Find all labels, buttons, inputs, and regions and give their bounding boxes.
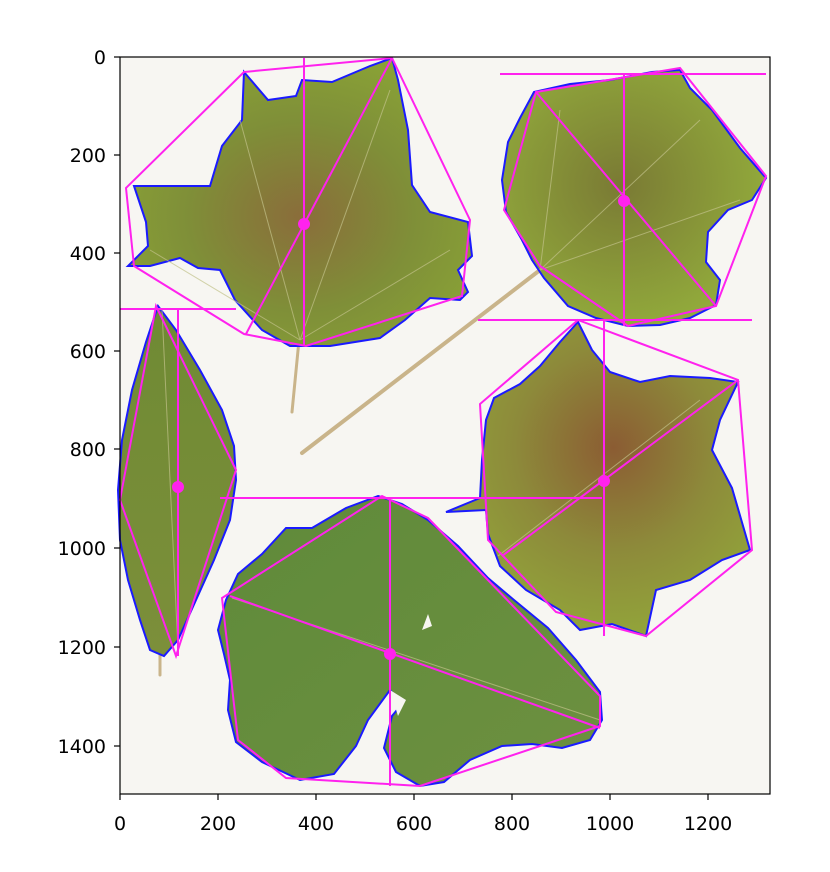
leaf-2-centroid xyxy=(618,195,630,207)
leaf-1-axis-diag xyxy=(245,57,393,335)
x-tick-label: 400 xyxy=(298,813,334,835)
y-tick-label: 800 xyxy=(70,439,106,461)
plot-frame xyxy=(119,56,771,795)
leaf-2-hull xyxy=(502,66,768,328)
x-tick-label: 200 xyxy=(200,813,236,835)
x-tick-label: 1000 xyxy=(586,813,634,835)
x-axis xyxy=(119,794,709,800)
leaf-1-hull xyxy=(124,56,472,348)
x-tick-label: 600 xyxy=(396,813,432,835)
leaf-3-hull xyxy=(478,318,754,638)
leaf-5-centroid xyxy=(384,648,396,660)
x-tick-label: 0 xyxy=(114,813,126,835)
leaf-5-holes xyxy=(390,614,432,716)
leaf-5-axis-diag xyxy=(229,595,601,729)
leaf-4-centroid xyxy=(172,481,184,493)
x-tick-label: 800 xyxy=(494,813,530,835)
leaf-1 xyxy=(125,56,474,347)
leaf-4-hull xyxy=(118,302,238,660)
leaf-3-centroid xyxy=(598,475,610,487)
y-tick-label: 0 xyxy=(94,47,106,69)
y-tick-label: 1200 xyxy=(58,637,106,659)
x-tick-label: 1200 xyxy=(684,813,732,835)
leaf-3-axis-diag xyxy=(501,379,739,557)
leaf-1-centroid xyxy=(298,218,310,230)
y-tick-label: 400 xyxy=(70,243,106,265)
y-axis xyxy=(114,56,120,747)
leaf-5-hull xyxy=(220,494,601,788)
y-tick-label: 1000 xyxy=(58,538,106,560)
y-tick-label: 1400 xyxy=(58,736,106,758)
overlays xyxy=(118,56,768,788)
x-tick-labels: 0 200 400 600 800 1000 1200 xyxy=(114,813,732,835)
y-tick-label: 600 xyxy=(70,341,106,363)
y-tick-labels: 0 200 400 600 800 1000 1200 1400 xyxy=(58,47,106,758)
y-tick-label: 200 xyxy=(70,145,106,167)
